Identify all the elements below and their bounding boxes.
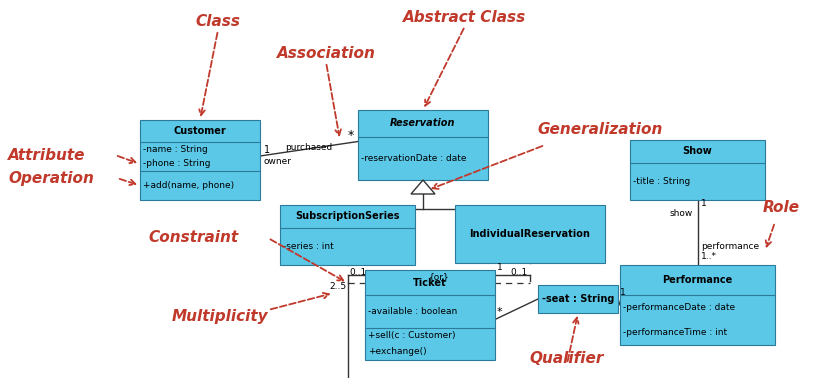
Bar <box>630 140 765 200</box>
Text: -performanceTime : int: -performanceTime : int <box>623 328 727 337</box>
Text: -title : String: -title : String <box>633 177 691 186</box>
Bar <box>538 285 618 313</box>
Text: 0..1: 0..1 <box>511 268 528 277</box>
Text: Multiplicity: Multiplicity <box>172 308 269 324</box>
Text: *: * <box>347 129 354 141</box>
Text: 1: 1 <box>264 145 270 155</box>
Text: 0..1: 0..1 <box>350 268 366 277</box>
Bar <box>365 270 495 360</box>
Text: -reservationDate : date: -reservationDate : date <box>361 154 466 163</box>
Text: -available : boolean: -available : boolean <box>368 307 457 316</box>
Text: Performance: Performance <box>662 275 733 285</box>
Bar <box>358 110 488 180</box>
Text: *: * <box>497 307 503 318</box>
Text: -name : String: -name : String <box>143 145 208 154</box>
Text: 1: 1 <box>700 199 706 208</box>
Text: Qualifier: Qualifier <box>530 351 605 366</box>
Text: +exchange(): +exchange() <box>368 347 427 356</box>
Text: Class: Class <box>195 14 241 29</box>
Text: IndividualReservation: IndividualReservation <box>470 229 590 239</box>
Text: -seat : String: -seat : String <box>542 294 614 304</box>
Text: {or}: {or} <box>428 272 449 281</box>
Polygon shape <box>411 180 435 194</box>
Text: SubscriptionSeries: SubscriptionSeries <box>295 211 399 222</box>
Text: Role: Role <box>763 200 801 214</box>
Text: Operation: Operation <box>8 170 94 186</box>
Text: Ticket: Ticket <box>414 277 447 288</box>
Text: show: show <box>669 209 692 218</box>
Text: 1: 1 <box>497 263 503 272</box>
Text: Association: Association <box>276 46 375 61</box>
Text: purchased: purchased <box>285 143 332 152</box>
Text: Customer: Customer <box>174 126 227 136</box>
Text: 1..*: 1..* <box>700 252 716 261</box>
Text: +sell(c : Customer): +sell(c : Customer) <box>368 331 456 340</box>
Bar <box>620 265 775 345</box>
Text: owner: owner <box>264 157 292 166</box>
Bar <box>455 205 605 263</box>
Text: Constraint: Constraint <box>148 231 238 245</box>
Text: +add(name, phone): +add(name, phone) <box>143 181 234 190</box>
Bar <box>140 120 260 200</box>
Text: Reservation: Reservation <box>390 118 456 128</box>
Text: -series : int: -series : int <box>283 242 334 251</box>
Text: Generalization: Generalization <box>537 122 662 138</box>
Text: -performanceDate : date: -performanceDate : date <box>623 303 735 312</box>
Text: 2..5: 2..5 <box>329 282 347 291</box>
Text: Abstract Class: Abstract Class <box>404 10 527 25</box>
Text: performance: performance <box>701 242 760 251</box>
Text: Show: Show <box>682 146 712 156</box>
Text: -phone : String: -phone : String <box>143 160 211 169</box>
Text: Attribute: Attribute <box>8 147 85 163</box>
Bar <box>280 205 415 265</box>
Text: 1: 1 <box>620 288 626 297</box>
